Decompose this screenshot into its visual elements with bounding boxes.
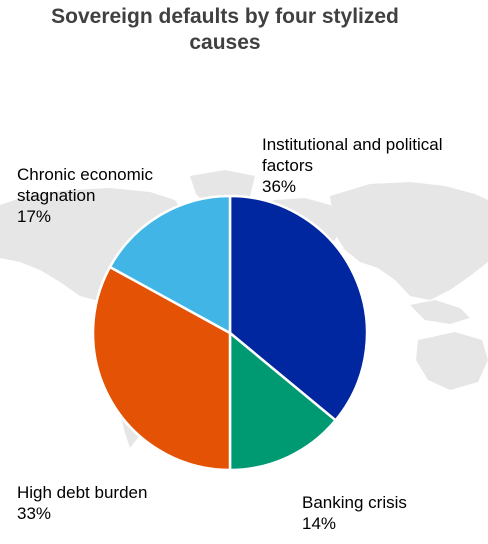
label-chronic-stagnation: Chronic economic stagnation 17% bbox=[17, 164, 153, 227]
map-asia bbox=[330, 182, 488, 300]
label-chronic-stagnation-value: 17% bbox=[17, 207, 52, 226]
chart-title: Sovereign defaults by four stylized caus… bbox=[0, 4, 450, 56]
label-banking-crisis-value: 14% bbox=[302, 514, 337, 533]
label-chronic-stagnation-line-1: Chronic economic bbox=[17, 165, 154, 184]
label-chronic-stagnation-line-2: stagnation bbox=[17, 186, 96, 205]
map-australia bbox=[416, 332, 488, 390]
map-north-america bbox=[0, 188, 185, 300]
label-high-debt-burden: High debt burden 33% bbox=[17, 482, 147, 524]
pie-slice-3 bbox=[91, 265, 232, 472]
label-institutional-political-line-1: Institutional and political bbox=[262, 135, 443, 154]
pie-slice-4 bbox=[108, 194, 232, 335]
label-banking-crisis-line-1: Banking crisis bbox=[302, 493, 407, 512]
label-banking-crisis: Banking crisis 14% bbox=[302, 492, 407, 534]
pie-slices bbox=[91, 194, 369, 472]
chart-title-line-1: Sovereign defaults by four stylized bbox=[51, 5, 399, 28]
map-southeast-asia bbox=[410, 300, 470, 324]
label-high-debt-burden-line-1: High debt burden bbox=[17, 483, 148, 502]
label-high-debt-burden-value: 33% bbox=[17, 504, 52, 523]
label-institutional-political: Institutional and political factors 36% bbox=[262, 134, 443, 197]
pie-slice-2 bbox=[228, 331, 337, 472]
pie-slice-1 bbox=[228, 194, 369, 422]
label-institutional-political-value: 36% bbox=[262, 177, 297, 196]
label-institutional-political-line-2: factors bbox=[262, 156, 314, 175]
chart-title-line-2: causes bbox=[189, 31, 261, 54]
